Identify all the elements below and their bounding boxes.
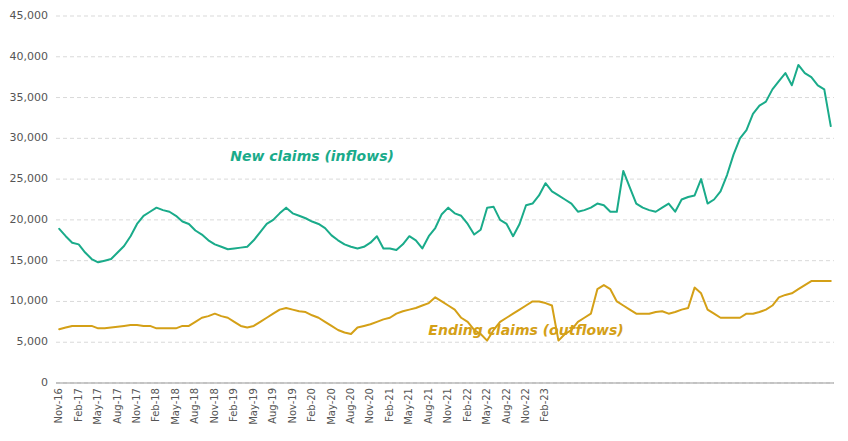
- series-line: [59, 281, 831, 341]
- x-tick-label: Feb-21: [384, 388, 395, 422]
- grid-line: [56, 16, 834, 17]
- x-tick-label: Feb-17: [73, 388, 84, 422]
- x-tick-label: May-17: [92, 388, 103, 425]
- y-tick-label: 5,000: [17, 335, 49, 348]
- x-tick-label: Nov-20: [364, 388, 375, 424]
- x-tick-label: Aug-21: [423, 388, 434, 424]
- y-tick-labels: 0 5,000 10,000 15,000 20,000 25,000 30,000 35,0…: [10, 9, 49, 389]
- x-tick-label: Nov-21: [442, 388, 453, 424]
- x-tick-label: May-18: [170, 388, 181, 425]
- x-tick-labels: Nov-16 Feb-17 May-17 Aug-17 Nov-17 Feb-18 May-…: [53, 388, 550, 425]
- grid-line: [56, 260, 834, 261]
- y-grid: [56, 16, 834, 383]
- x-tick-label: Feb-20: [306, 388, 317, 422]
- y-tick-label: 10,000: [10, 294, 49, 307]
- x-tick-label: Feb-23: [539, 388, 550, 422]
- y-tick-label: 0: [41, 376, 48, 389]
- grid-line: [56, 219, 834, 220]
- x-tick-label: Aug-20: [345, 388, 356, 424]
- annotation: Ending claims (outflows): [428, 322, 623, 338]
- grid-line: [56, 301, 834, 302]
- x-tick-label: Aug-19: [267, 388, 278, 424]
- x-axis-line: [56, 383, 834, 384]
- grid-line: [56, 97, 834, 98]
- grid-line: [56, 342, 834, 343]
- x-tick-label: Feb-22: [462, 388, 473, 422]
- x-tick-label: Aug-18: [189, 388, 200, 424]
- y-tick-label: 20,000: [10, 213, 49, 226]
- grid-line: [56, 179, 834, 180]
- x-tick-label: Aug-17: [112, 388, 123, 424]
- x-tick-label: Nov-18: [209, 388, 220, 424]
- x-tick-label: May-19: [248, 388, 259, 425]
- x-tick-label: Feb-18: [150, 388, 161, 422]
- y-tick-label: 40,000: [10, 50, 49, 63]
- x-tick-label: Aug-22: [501, 388, 512, 424]
- x-tick-label: May-20: [326, 388, 337, 425]
- grid-line: [56, 138, 834, 139]
- series-line: [59, 65, 831, 262]
- y-tick-label: 45,000: [10, 9, 49, 22]
- y-tick-label: 30,000: [10, 131, 49, 144]
- grid-line: [56, 56, 834, 57]
- x-tick-label: May-21: [403, 388, 414, 425]
- x-tick-label: Nov-22: [520, 388, 531, 424]
- x-tick-label: Nov-19: [287, 388, 298, 424]
- x-tick-label: Nov-17: [131, 388, 142, 424]
- grid-line: [56, 383, 834, 384]
- y-tick-label: 15,000: [10, 254, 49, 267]
- y-tick-label: 35,000: [10, 91, 49, 104]
- x-tick-label: Nov-16: [53, 388, 64, 424]
- x-tick-label: Feb-19: [228, 388, 239, 422]
- lines: [59, 65, 831, 341]
- y-tick-label: 25,000: [10, 172, 49, 185]
- annotation: New claims (inflows): [230, 148, 394, 164]
- annotations: New claims (inflows) Ending claims (outfl…: [230, 148, 623, 338]
- x-tick-label: May-22: [481, 388, 492, 425]
- chart: 0 5,000 10,000 15,000 20,000 25,000 30,000 35,0…: [0, 0, 848, 441]
